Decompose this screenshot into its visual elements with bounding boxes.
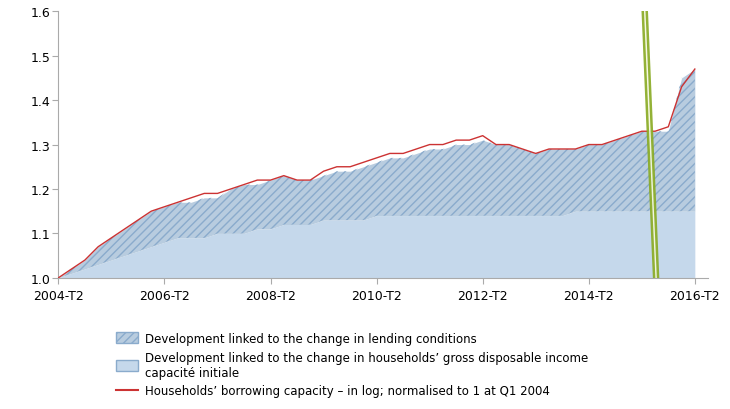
- Ellipse shape: [602, 0, 695, 409]
- Legend: Development linked to the change in lending conditions, Development linked to th: Development linked to the change in lend…: [116, 332, 588, 398]
